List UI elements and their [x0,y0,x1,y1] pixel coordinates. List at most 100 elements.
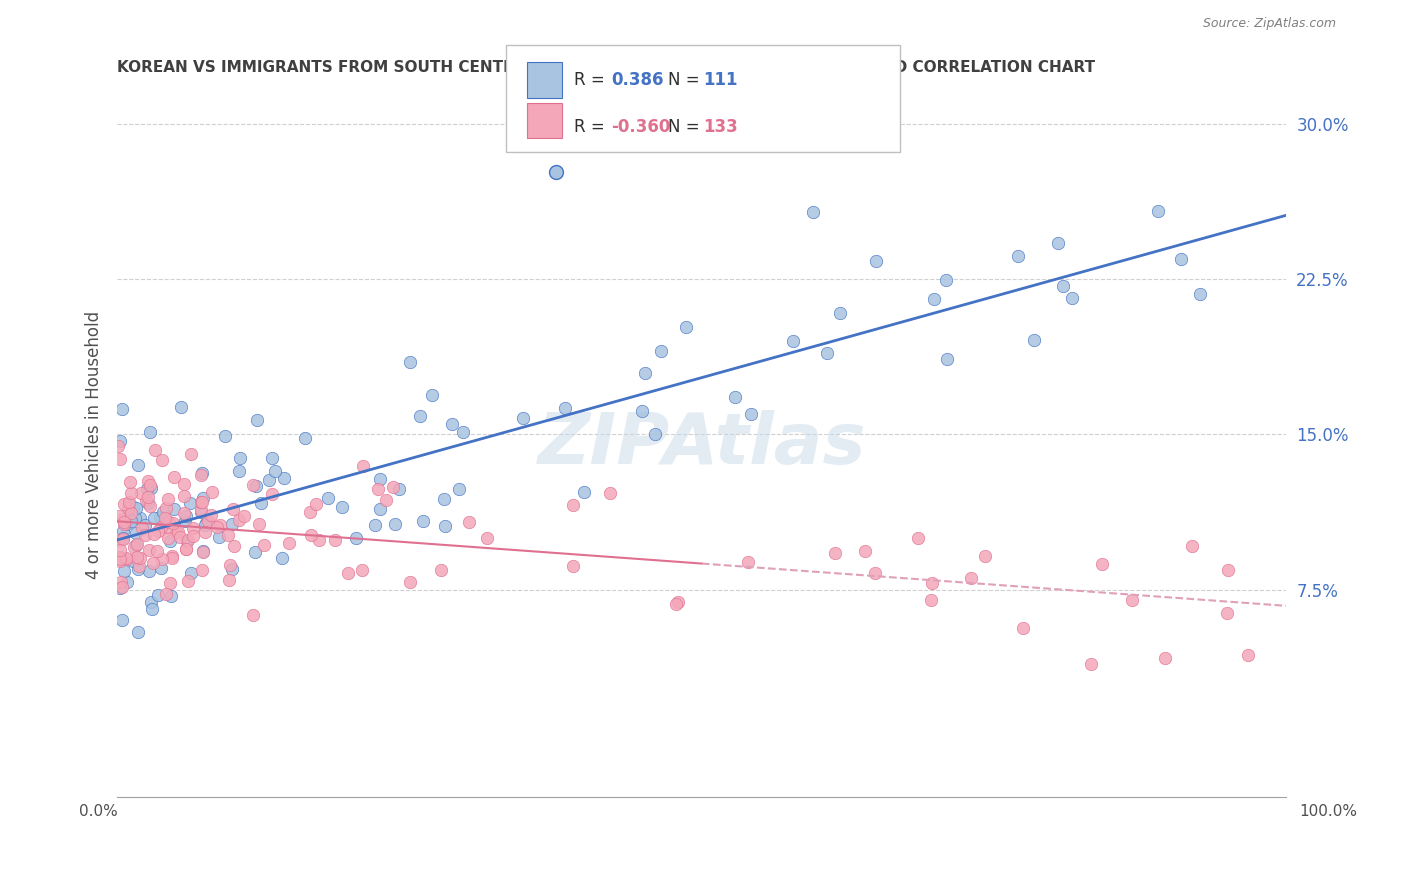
Point [815,346,838,360]
Point [512,411,534,425]
Point [149,510,172,524]
Point [737,555,759,569]
Point [135,492,157,507]
Point [554,401,576,415]
Point [128,559,150,574]
Point [108,551,131,566]
Point [336,566,359,580]
Point [143,511,166,525]
Point [458,516,481,530]
Point [724,390,747,404]
Point [112,516,135,531]
Point [666,595,689,609]
Point [865,253,887,268]
Point [1007,248,1029,262]
Point [209,517,232,532]
Point [250,496,273,510]
Point [117,500,139,515]
Point [107,439,129,453]
Point [124,510,146,524]
Point [181,529,204,543]
Point [120,514,142,528]
Point [260,450,283,465]
Point [1216,606,1239,620]
Point [160,550,183,565]
Point [163,502,186,516]
Point [631,404,654,418]
Text: R =: R = [574,70,605,88]
Point [370,472,392,486]
Point [218,558,240,572]
Point [190,503,212,517]
Point [191,495,214,509]
Point [134,528,156,542]
Point [127,624,149,639]
Point [110,574,132,589]
Point [148,588,170,602]
Point [157,531,180,545]
Point [194,525,217,540]
Point [907,531,929,545]
Point [233,508,256,523]
Point [264,464,287,478]
Point [141,602,163,616]
Point [181,521,204,535]
Point [160,549,183,563]
Point [228,464,250,478]
Point [127,562,149,576]
Point [368,501,391,516]
Point [323,533,346,547]
Point [375,493,398,508]
Point [305,496,328,510]
Point [120,506,142,520]
Point [112,498,135,512]
Point [138,474,160,488]
Point [176,534,198,549]
Point [143,442,166,457]
Text: N =: N = [668,70,699,88]
Point [159,534,181,549]
Point [139,595,162,609]
Point [114,564,136,578]
Point [173,506,195,520]
Point [131,521,153,535]
Point [110,581,132,595]
Text: N =: N = [668,118,699,136]
Point [200,508,222,522]
Point [824,546,846,560]
Point [150,453,173,467]
Point [173,489,195,503]
Point [574,485,596,500]
Point [222,539,245,553]
Point [222,502,245,516]
Text: KOREAN VS IMMIGRANTS FROM SOUTH CENTRAL ASIA 4 OR MORE VEHICLES IN HOUSEHOLD COR: KOREAN VS IMMIGRANTS FROM SOUTH CENTRAL … [117,60,1095,75]
Point [115,575,138,590]
Point [108,533,131,547]
Point [194,516,217,530]
Point [644,426,666,441]
Point [217,528,239,542]
Point [120,485,142,500]
Point [221,562,243,576]
Text: 111: 111 [703,70,738,88]
Point [350,564,373,578]
Point [146,524,169,538]
Text: 0.0%: 0.0% [79,805,118,819]
Point [429,563,451,577]
Point [294,431,316,445]
Point [170,401,193,415]
Point [1091,558,1114,572]
Point [157,491,180,506]
Point [111,524,134,539]
Point [138,425,160,439]
Y-axis label: 4 or more Vehicles in Household: 4 or more Vehicles in Household [86,310,103,579]
Point [920,593,942,607]
Point [110,452,132,467]
Point [277,536,299,550]
Point [271,551,294,566]
Point [935,273,957,287]
Point [127,550,149,565]
Point [118,475,141,489]
Point [308,533,330,547]
Point [128,511,150,525]
